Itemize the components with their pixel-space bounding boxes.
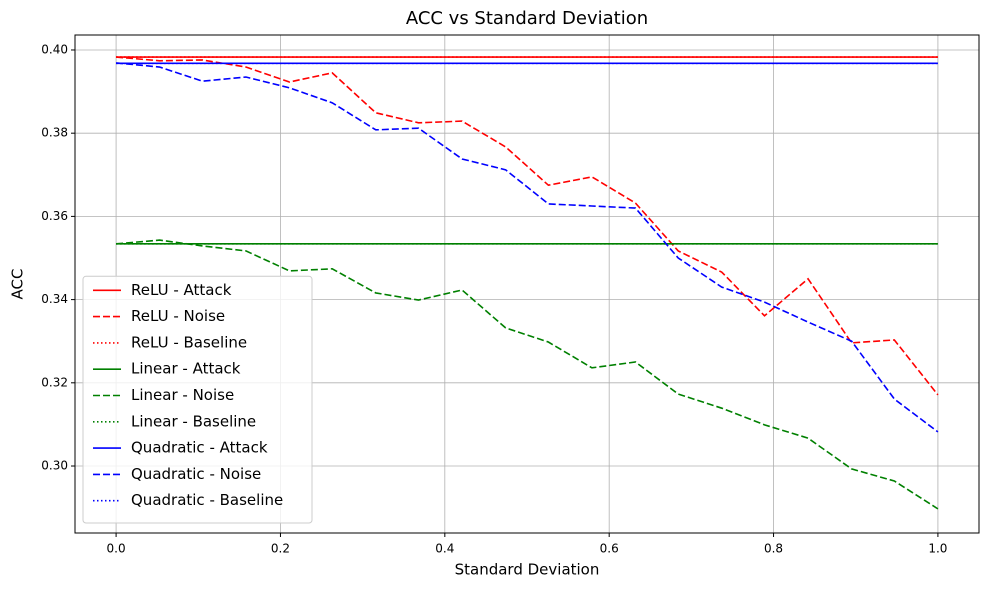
x-tick-label: 0.8	[764, 542, 783, 556]
legend-label: ReLU - Baseline	[131, 333, 247, 351]
y-tick-label: 0.36	[41, 209, 68, 223]
x-axis-label: Standard Deviation	[455, 561, 600, 579]
legend-label: Quadratic - Noise	[131, 465, 261, 483]
x-tick-label: 0.4	[435, 542, 454, 556]
legend-label: ReLU - Noise	[131, 307, 225, 325]
x-tick-label: 0.0	[107, 542, 126, 556]
y-tick-label: 0.38	[41, 126, 68, 140]
y-tick-label: 0.32	[41, 375, 68, 389]
y-tick-label: 0.40	[41, 42, 68, 56]
legend-label: Linear - Attack	[131, 360, 241, 378]
x-tick-label: 1.0	[928, 542, 947, 556]
line-series	[116, 56, 939, 396]
line-series	[116, 62, 939, 433]
legend-label: Linear - Baseline	[131, 412, 256, 430]
legend-box	[82, 275, 313, 524]
legend-label: Linear - Noise	[131, 386, 234, 404]
legend-label: ReLU - Attack	[131, 281, 232, 299]
x-tick-label: 0.6	[600, 542, 619, 556]
legend-label: Quadratic - Baseline	[131, 491, 283, 509]
legend-label: Quadratic - Attack	[131, 439, 268, 457]
y-tick-label: 0.30	[41, 459, 68, 473]
legend: ReLU - Attack ReLU - Noise ReLU - Baseline…	[82, 275, 313, 524]
y-tick-label: 0.34	[41, 292, 68, 306]
plot-frame	[74, 34, 980, 534]
chart-title: ACC vs Standard Deviation	[406, 8, 648, 29]
x-tick-label: 0.2	[271, 542, 290, 556]
y-axis-label: ACC	[9, 269, 27, 300]
